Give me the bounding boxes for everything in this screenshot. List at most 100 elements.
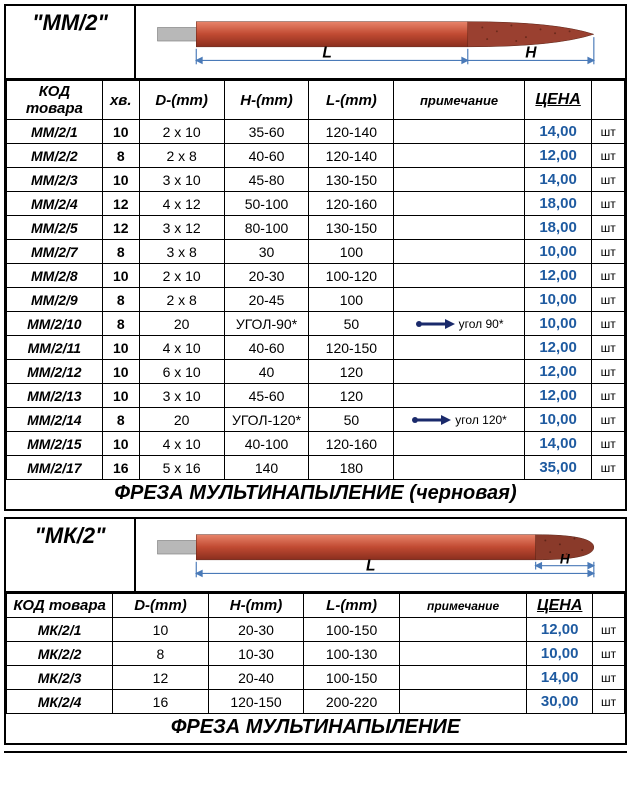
cell-l: 100-120 — [309, 264, 394, 288]
diagram-row-mm2: "ММ/2" — [6, 6, 625, 80]
cell-price: 14,00 — [527, 666, 593, 690]
table-row: ММ/2/14820УГОЛ-120*50угол 120*10,00шт — [7, 408, 625, 432]
th-unit — [592, 81, 625, 120]
cell-hv: 8 — [102, 144, 139, 168]
cell-l: 100 — [309, 240, 394, 264]
table-row: ММ/2/982 x 820-4510010,00шт — [7, 288, 625, 312]
th-price: ЦЕНА — [527, 594, 593, 618]
cell-h: 40-60 — [224, 144, 309, 168]
cell-d: 16 — [113, 690, 209, 714]
cell-note — [399, 690, 526, 714]
cell-code: ММ/2/3 — [7, 168, 103, 192]
cell-unit: шт — [592, 432, 625, 456]
cell-price: 10,00 — [524, 408, 591, 432]
cell-d: 3 x 10 — [139, 168, 224, 192]
cell-h: 20-40 — [208, 666, 304, 690]
cell-price: 12,00 — [524, 336, 591, 360]
cell-price: 12,00 — [527, 618, 593, 642]
cell-hv: 8 — [102, 408, 139, 432]
cell-note — [394, 456, 525, 480]
cell-l: 100-150 — [304, 666, 400, 690]
cell-price: 18,00 — [524, 216, 591, 240]
cell-d: 3 x 12 — [139, 216, 224, 240]
cell-l: 120-150 — [309, 336, 394, 360]
cell-code: ММ/2/15 — [7, 432, 103, 456]
cell-d: 12 — [113, 666, 209, 690]
section-label-mm2: "ММ/2" — [6, 6, 136, 78]
cell-h: 20-30 — [224, 264, 309, 288]
cell-l: 120-140 — [309, 144, 394, 168]
cell-code: ММ/2/11 — [7, 336, 103, 360]
cell-price: 30,00 — [527, 690, 593, 714]
cell-note — [399, 642, 526, 666]
cell-code: ММ/2/9 — [7, 288, 103, 312]
cell-note — [394, 120, 525, 144]
cell-l: 120-160 — [309, 432, 394, 456]
cell-hv: 10 — [102, 168, 139, 192]
cell-l: 120-160 — [309, 192, 394, 216]
cell-price: 12,00 — [524, 144, 591, 168]
cell-unit: шт — [592, 312, 625, 336]
section-mk2: "МК/2" — [4, 517, 627, 745]
note-text: угол 120* — [455, 413, 507, 427]
diagram-area-mm2: L H — [136, 6, 625, 78]
th-hv: хв. — [102, 81, 139, 120]
cell-l: 130-150 — [309, 168, 394, 192]
cell-d: 4 x 10 — [139, 432, 224, 456]
cell-unit: шт — [592, 216, 625, 240]
cell-price: 10,00 — [524, 312, 591, 336]
table-row: ММ/2/10820УГОЛ-90*50угол 90*10,00шт — [7, 312, 625, 336]
cell-code: ММ/2/5 — [7, 216, 103, 240]
table-row: МК/2/11020-30100-15012,00шт — [7, 618, 625, 642]
cell-price: 14,00 — [524, 120, 591, 144]
cell-hv: 10 — [102, 264, 139, 288]
dim-label-l: L — [322, 45, 331, 62]
cell-unit: шт — [592, 288, 625, 312]
cell-l: 120 — [309, 360, 394, 384]
cell-price: 12,00 — [524, 384, 591, 408]
th-note: примечание — [399, 594, 526, 618]
cell-h: 45-60 — [224, 384, 309, 408]
cell-note — [394, 432, 525, 456]
section-title-mm2: ФРЕЗА МУЛЬТИНАПЫЛЕНИЕ (черновая) — [6, 480, 625, 509]
cell-d: 4 x 10 — [139, 336, 224, 360]
cell-h: 50-100 — [224, 192, 309, 216]
tool-diagram-mk2: L H — [144, 523, 617, 587]
section-mm2: "ММ/2" — [4, 4, 627, 511]
th-d: D-(mm) — [113, 594, 209, 618]
cell-note — [394, 216, 525, 240]
cell-unit: шт — [592, 264, 625, 288]
cell-h: 45-80 — [224, 168, 309, 192]
cell-h: 20-30 — [208, 618, 304, 642]
table-row: ММ/2/11104 x 1040-60120-15012,00шт — [7, 336, 625, 360]
cell-h: 40-100 — [224, 432, 309, 456]
cell-d: 8 — [113, 642, 209, 666]
table-header-row: КОД товара D-(mm) H-(mm) L-(mm) примечан… — [7, 594, 625, 618]
cell-hv: 8 — [102, 288, 139, 312]
cell-d: 2 x 8 — [139, 144, 224, 168]
cell-unit: шт — [592, 336, 625, 360]
arrow-icon — [415, 318, 455, 330]
th-code: КОД товара — [7, 594, 113, 618]
cell-h: 140 — [224, 456, 309, 480]
cell-unit: шт — [593, 666, 625, 690]
cell-d: 3 x 10 — [139, 384, 224, 408]
cell-price: 10,00 — [527, 642, 593, 666]
cell-price: 35,00 — [524, 456, 591, 480]
cell-price: 14,00 — [524, 432, 591, 456]
cell-hv: 12 — [102, 192, 139, 216]
cell-d: 5 x 16 — [139, 456, 224, 480]
table-row: МК/2/416120-150200-22030,00шт — [7, 690, 625, 714]
cell-code: МК/2/3 — [7, 666, 113, 690]
bottom-rule — [4, 751, 627, 753]
cell-unit: шт — [592, 120, 625, 144]
th-d: D-(mm) — [139, 81, 224, 120]
cell-l: 120 — [309, 384, 394, 408]
cell-code: ММ/2/17 — [7, 456, 103, 480]
cell-code: ММ/2/2 — [7, 144, 103, 168]
cell-code: ММ/2/1 — [7, 120, 103, 144]
cell-note — [394, 360, 525, 384]
cell-code: ММ/2/8 — [7, 264, 103, 288]
cell-price: 18,00 — [524, 192, 591, 216]
th-l: L-(mm) — [309, 81, 394, 120]
